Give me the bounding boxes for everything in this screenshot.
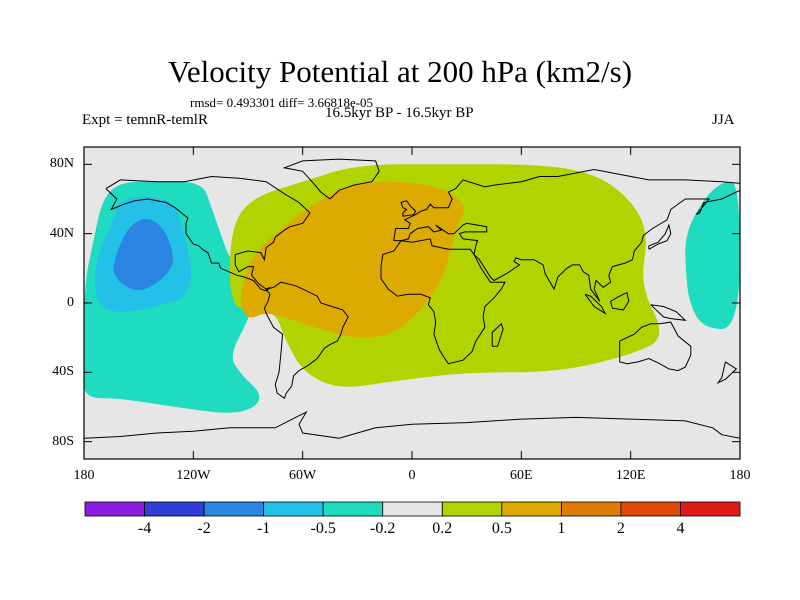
colorbar-label: 0.5 (491, 520, 512, 537)
colorbar-label: -0.5 (310, 520, 336, 537)
x-tick-label: 120E (615, 468, 646, 483)
colorbar-label: 4 (676, 520, 685, 537)
coastline-australia (619, 321, 692, 372)
coastline-indonesia (584, 293, 607, 315)
colorbar-swatch (322, 501, 384, 517)
colorbar (84, 501, 741, 517)
colorbar-swatch (441, 501, 503, 517)
region-atlantic-africa-pos-core (241, 181, 464, 338)
colorbar-swatch (501, 501, 562, 517)
coastline-north-america (105, 175, 311, 292)
x-tick-label: 60W (289, 468, 317, 483)
season-label: JJA (712, 112, 735, 128)
colorbar-swatch (620, 501, 681, 517)
colorbar-label: 0.2 (432, 520, 453, 537)
x-tick-label: 120W (176, 468, 211, 483)
x-tick-label: 180 (73, 468, 95, 483)
colorbar-label: 2 (616, 520, 625, 537)
colorbar-swatch (560, 501, 622, 517)
colorbar-swatch (144, 501, 205, 517)
y-tick-label: 0 (67, 295, 74, 310)
colorbar-label: -2 (197, 520, 211, 537)
coastline-europe-asia (393, 168, 740, 302)
y-tick-label: 40S (52, 364, 74, 380)
region-westpac-neg (685, 181, 740, 329)
coastline-japan (648, 223, 672, 250)
colorbar-swatch (84, 501, 145, 517)
coastline-layer (84, 158, 740, 439)
coastline-antarctica (84, 411, 740, 439)
coastline-new-guinea (650, 304, 687, 321)
y-tick-label: 40N (49, 225, 74, 241)
coastline-borneo (610, 291, 630, 311)
colorbar-swatch (263, 501, 324, 517)
colorbar-swatch (203, 501, 265, 517)
colorbar-label: -1 (256, 520, 271, 537)
colorbar-label: -0.2 (370, 520, 396, 537)
x-tick-label: 180 (729, 468, 751, 483)
chart-title: Velocity Potential at 200 hPa (km2/s) (167, 54, 633, 89)
colorbar-label: -4 (137, 520, 152, 537)
contour-fill-layer (84, 164, 740, 413)
y-tick-label: 80S (52, 433, 74, 449)
colorbar-swatch (382, 501, 443, 517)
colorbar-label: 1 (557, 520, 566, 537)
coastline-new-zealand (716, 361, 738, 384)
x-tick-label: 60E (510, 468, 533, 483)
x-tick-label: 0 (408, 468, 416, 483)
y-tick-label: 80N (49, 156, 74, 172)
experiment-label: Expt = temnR-temlR (82, 112, 208, 128)
coastline-uk (400, 200, 417, 217)
axis-ticks (83, 147, 741, 459)
period-label: 16.5kyr BP - 16.5kyr BP (325, 105, 474, 121)
coastline-south-america (263, 281, 349, 400)
colorbar-swatch (680, 501, 741, 517)
region-pacific-neg-peak (113, 219, 173, 290)
coastline-greenland (282, 158, 380, 200)
rmsd-stats: rmsd= 0.493301 diff= 3.66818e-05 (190, 95, 374, 110)
coastline-africa (380, 238, 506, 365)
coastline-madagascar (491, 322, 504, 347)
